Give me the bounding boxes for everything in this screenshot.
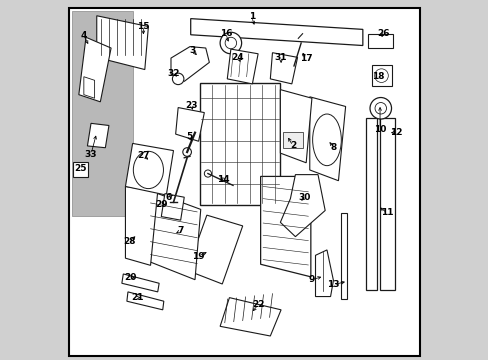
Text: 22: 22 (251, 300, 264, 309)
Text: 28: 28 (122, 237, 135, 246)
Polygon shape (365, 118, 376, 291)
Polygon shape (122, 274, 159, 292)
Text: 5: 5 (185, 132, 192, 141)
Ellipse shape (172, 73, 183, 85)
Text: 8: 8 (329, 143, 336, 152)
Polygon shape (280, 175, 325, 237)
Polygon shape (260, 176, 310, 277)
Text: 29: 29 (155, 200, 167, 209)
Text: 31: 31 (274, 53, 287, 62)
Text: 16: 16 (219, 29, 232, 38)
Text: 9: 9 (308, 275, 314, 284)
Text: 4: 4 (81, 31, 87, 40)
Polygon shape (315, 250, 333, 297)
Text: 13: 13 (326, 280, 339, 289)
Text: 10: 10 (373, 125, 386, 134)
Polygon shape (379, 118, 394, 291)
Text: 33: 33 (84, 150, 97, 159)
Polygon shape (187, 215, 242, 284)
Polygon shape (227, 49, 258, 84)
Text: 19: 19 (192, 252, 204, 261)
Ellipse shape (224, 37, 236, 49)
Polygon shape (79, 37, 111, 102)
Text: 7: 7 (177, 226, 183, 235)
Polygon shape (220, 298, 281, 336)
Text: 26: 26 (377, 29, 389, 38)
Polygon shape (270, 53, 297, 84)
Text: 25: 25 (74, 164, 86, 173)
Text: 3: 3 (189, 46, 195, 55)
Bar (371, 65, 391, 86)
Text: 24: 24 (231, 53, 244, 62)
Polygon shape (83, 77, 94, 98)
Text: 20: 20 (124, 273, 136, 282)
Text: 11: 11 (380, 208, 393, 217)
Polygon shape (72, 12, 133, 216)
Polygon shape (309, 97, 345, 181)
Bar (283, 132, 303, 148)
Ellipse shape (312, 114, 341, 166)
Ellipse shape (369, 98, 391, 119)
Text: 23: 23 (185, 101, 197, 110)
Polygon shape (147, 192, 201, 280)
Text: 18: 18 (371, 72, 384, 81)
Bar (73, 162, 88, 177)
Text: 17: 17 (299, 54, 312, 63)
Polygon shape (126, 292, 163, 310)
Polygon shape (161, 194, 184, 220)
Text: 14: 14 (217, 175, 229, 184)
Text: 6: 6 (165, 193, 171, 202)
Polygon shape (97, 16, 148, 69)
Text: 32: 32 (167, 69, 180, 78)
Text: 21: 21 (131, 293, 143, 302)
Bar (367, 34, 392, 48)
Ellipse shape (374, 103, 386, 114)
Polygon shape (171, 46, 209, 81)
Text: 1: 1 (248, 12, 254, 21)
Ellipse shape (204, 170, 211, 177)
Ellipse shape (220, 32, 241, 54)
Polygon shape (190, 19, 362, 45)
Polygon shape (199, 83, 280, 205)
Polygon shape (125, 186, 158, 265)
Ellipse shape (374, 69, 387, 82)
Text: 27: 27 (137, 151, 149, 160)
Polygon shape (340, 213, 346, 299)
Polygon shape (175, 108, 204, 141)
Polygon shape (125, 143, 173, 195)
Text: 2: 2 (289, 141, 295, 150)
Ellipse shape (133, 151, 163, 189)
Text: 15: 15 (137, 22, 149, 31)
Polygon shape (87, 123, 109, 148)
Ellipse shape (183, 148, 191, 156)
Polygon shape (280, 90, 311, 163)
FancyBboxPatch shape (69, 8, 419, 356)
Text: 30: 30 (298, 193, 310, 202)
Text: 12: 12 (389, 128, 401, 137)
